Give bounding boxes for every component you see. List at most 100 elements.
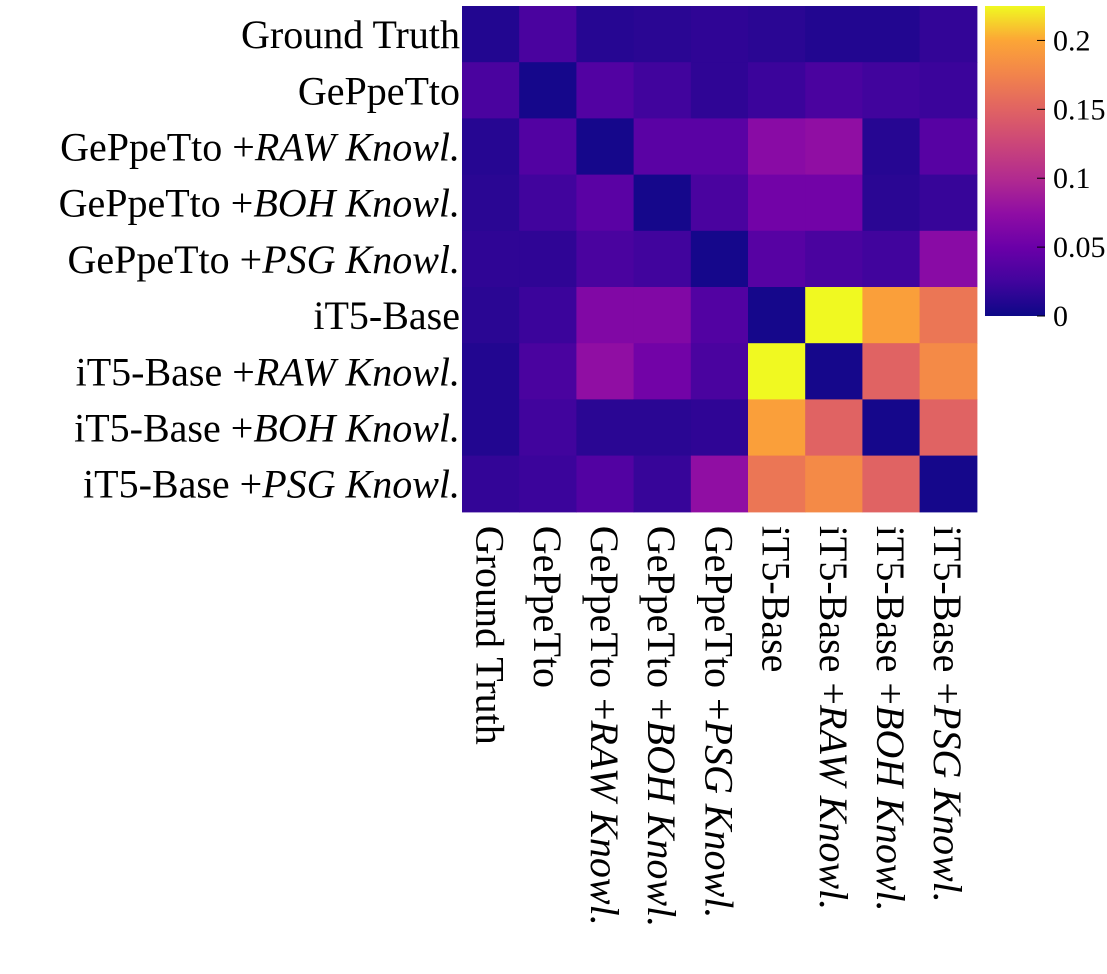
row-label: iT5-Base +RAW Knowl. [76,349,460,394]
heatmap-cell [462,62,520,119]
heatmap-cell [576,230,635,288]
row-label: GePpeTto +RAW Knowl. [60,125,460,170]
heatmap-cell [690,174,749,232]
heatmap-cell [862,62,921,119]
heatmap-cell [462,174,520,232]
heatmap-cell [748,399,806,457]
heatmap-cell [919,399,978,457]
colorbar-tick-label: 0.1 [1053,162,1091,195]
heatmap-cell [633,118,692,176]
heatmap-cell [805,343,863,400]
heatmap-cell [633,399,692,457]
heatmap-cell [462,230,520,288]
heatmap-cell [576,343,635,400]
heatmap-cell [690,118,749,176]
column-label: GePpeTto +RAW Knowl. [582,526,627,926]
row-label: iT5-Base +BOH Knowl. [74,406,460,451]
heatmap-cell [805,6,863,63]
heatmap-cell [519,174,577,232]
column-label: iT5-Base [754,526,799,673]
heatmap-cell [805,174,863,232]
heatmap-cell [919,118,978,176]
column-label: GePpeTto +PSG Knowl. [696,526,741,919]
row-label: GePpeTto +BOH Knowl. [59,181,460,226]
row-labels: Ground Truth GePpeTto GePpeTto +RAW Knowl.… [59,12,460,507]
heatmap-cell [633,174,692,232]
heatmap-cell [805,399,863,457]
heatmap-cell [862,343,921,400]
heatmap-cell [805,230,863,288]
row-label: iT5-Base [313,293,460,338]
heatmap-cell [690,230,749,288]
heatmap-cell [919,174,978,232]
heatmap-cell [576,399,635,457]
colorbar-tick-label: 0.2 [1053,24,1091,57]
column-labels: Ground Truth GePpeTto GePpeTto +RAW Knowl.… [468,526,971,927]
heatmap-cell [862,118,921,176]
heatmap-cells [462,6,978,513]
heatmap-cell [690,399,749,457]
heatmap-cell [862,287,921,344]
heatmap-cell [862,455,921,513]
colorbar: 0 0.05 0.1 0.15 0.2 [985,6,1106,333]
heatmap-cell [462,399,520,457]
row-label: GePpeTto +PSG Knowl. [67,237,460,282]
heatmap-cell [633,230,692,288]
column-label: Ground Truth [468,526,513,745]
heatmap-cell [805,118,863,176]
heatmap-cell [690,343,749,400]
heatmap-cell [519,287,577,344]
colorbar-tick-label: 0 [1053,300,1068,333]
row-label: Ground Truth [241,12,460,57]
heatmap-cell [690,287,749,344]
heatmap-cell [862,174,921,232]
column-label: iT5-Base +RAW Knowl. [811,526,856,910]
heatmap-cell [919,230,978,288]
heatmap-cell [633,62,692,119]
heatmap-cell [748,287,806,344]
heatmap-cell [519,118,577,176]
heatmap-cell [862,6,921,63]
heatmap-cell [690,6,749,63]
heatmap-cell [748,343,806,400]
column-label: GePpeTto +BOH Knowl. [639,526,684,927]
row-label: GePpeTto [298,68,460,113]
heatmap-cell [576,6,635,63]
heatmap-cell [919,62,978,119]
heatmap-cell [633,6,692,63]
heatmap-cell [690,455,749,513]
column-label: iT5-Base +PSG Knowl. [925,526,970,903]
heatmap-cell [633,455,692,513]
heatmap-cell [462,287,520,344]
heatmap-cell [576,62,635,119]
heatmap-cell [862,230,921,288]
heatmap-cell [748,6,806,63]
heatmap-cell [748,62,806,119]
heatmap-cell [862,399,921,457]
heatmap-cell [748,118,806,176]
heatmap-cell [633,287,692,344]
column-label: GePpeTto [525,526,570,688]
colorbar-gradient [985,6,1045,316]
heatmap-cell [519,343,577,400]
heatmap-cell [519,230,577,288]
heatmap-cell [748,455,806,513]
heatmap-cell [519,6,577,63]
heatmap-cell [919,343,978,400]
heatmap-cell [748,230,806,288]
heatmap-cell [519,399,577,457]
colorbar-tick-label: 0.15 [1053,93,1106,126]
heatmap-cell [690,62,749,119]
heatmap-cell [805,62,863,119]
heatmap-cell [576,455,635,513]
heatmap-cell [805,455,863,513]
heatmap-cell [462,343,520,400]
heatmap-cell [633,343,692,400]
heatmap-cell [919,455,978,513]
column-label: iT5-Base +BOH Knowl. [868,526,913,912]
heatmap-cell [576,118,635,176]
heatmap-cell [462,118,520,176]
heatmap-cell [462,6,520,63]
colorbar-tick-label: 0.05 [1053,231,1106,264]
